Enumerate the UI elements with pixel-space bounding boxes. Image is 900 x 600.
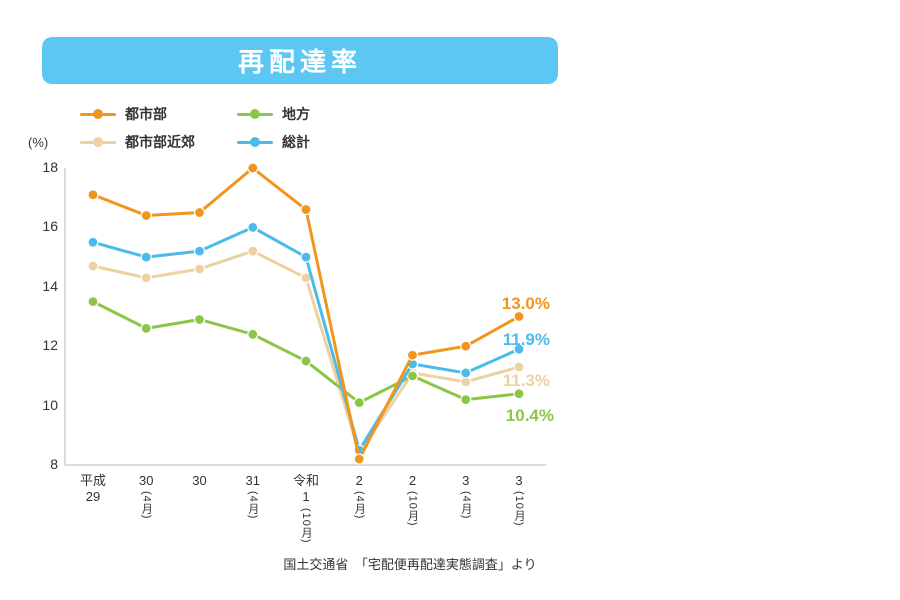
legend-label-urban: 都市部	[125, 106, 167, 122]
legend-item-urban: 都市部	[80, 104, 237, 124]
data-point	[193, 313, 206, 326]
chart-legend: 都市部 地方 都市部近郊 総計	[80, 100, 310, 156]
x-axis-label: 2 (10月)	[406, 473, 419, 527]
y-tick-label: 16	[42, 218, 58, 235]
data-point	[406, 349, 419, 361]
x-axis-label: 2 (4月)	[353, 473, 366, 520]
legend-item-total: 総計	[237, 132, 310, 152]
data-point	[513, 343, 525, 355]
data-point	[87, 260, 99, 272]
y-tick-label: 10	[42, 396, 58, 413]
x-axis-label: 31 (4月)	[245, 473, 260, 520]
data-point	[406, 370, 419, 382]
legend-label-rural: 地方	[282, 106, 310, 122]
y-tick-label: 12	[42, 337, 58, 354]
page-title: 再配達率	[237, 47, 362, 77]
data-point	[353, 453, 365, 465]
legend-marker-total	[237, 136, 273, 148]
data-point	[460, 394, 472, 406]
end-value-urban: 13.0%	[501, 294, 550, 313]
series-line-2	[91, 300, 521, 405]
legend-label-suburb: 都市部近郊	[125, 134, 195, 150]
data-point	[353, 397, 365, 409]
data-point	[140, 251, 152, 263]
x-axis-label: 令和 1 (10月)	[292, 473, 319, 544]
chart-title-banner: 再配達率	[42, 37, 558, 84]
legend-item-suburb: 都市部近郊	[80, 132, 237, 152]
data-point	[513, 310, 525, 323]
data-point	[513, 361, 525, 373]
end-value-total: 11.9%	[502, 330, 550, 349]
data-point	[300, 355, 312, 367]
data-point	[140, 322, 152, 334]
x-axis-label: 3 (10月)	[513, 473, 525, 527]
y-axis-unit-label: (%)	[28, 135, 49, 150]
end-value-rural: 10.4%	[505, 406, 554, 425]
data-point	[193, 206, 206, 219]
data-point	[193, 263, 206, 275]
y-tick-label: 8	[50, 456, 58, 472]
data-point	[247, 162, 259, 174]
data-point	[247, 221, 259, 233]
data-point	[247, 245, 259, 257]
y-tick-label: 18	[42, 159, 58, 175]
data-point	[460, 340, 472, 352]
data-point	[300, 203, 312, 216]
data-point	[460, 367, 472, 379]
data-point	[87, 236, 99, 248]
y-tick-label: 14	[42, 277, 58, 294]
data-point	[247, 328, 259, 340]
data-point	[87, 296, 99, 308]
legend-item-rural: 地方	[237, 104, 310, 124]
x-axis-label: 平成 29	[79, 473, 106, 505]
legend-marker-rural	[237, 108, 273, 120]
legend-label-total: 総計	[282, 134, 310, 150]
data-point	[140, 209, 152, 222]
source-note: 国土交通省 「宅配便再配達実態調査」より	[283, 557, 537, 572]
end-value-suburb: 11.3%	[502, 371, 550, 390]
x-axis-label: 30	[192, 473, 207, 488]
data-point	[140, 272, 152, 284]
legend-marker-urban	[80, 108, 116, 120]
data-point	[193, 245, 206, 257]
data-point	[513, 388, 525, 400]
data-point	[87, 189, 99, 201]
x-axis-label: 3 (4月)	[459, 473, 472, 520]
data-point	[300, 251, 312, 263]
x-axis-label: 30 (4月)	[139, 473, 154, 520]
legend-marker-suburb	[80, 136, 116, 148]
